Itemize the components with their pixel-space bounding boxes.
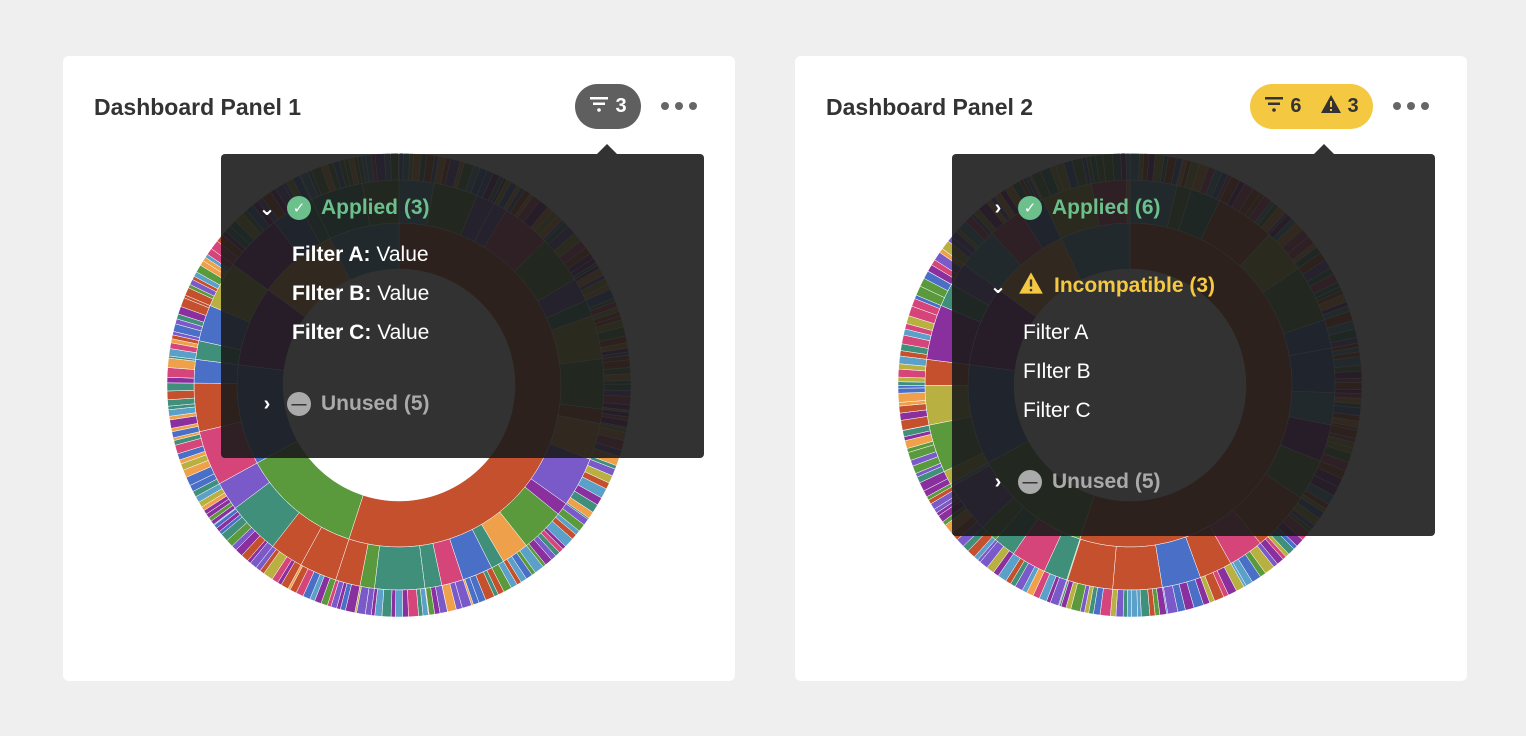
unused-section-toggle[interactable]: › — Unused (5) (257, 389, 430, 419)
warning-count: 3 (1347, 95, 1359, 117)
sunburst-segment[interactable] (166, 390, 195, 401)
sunburst-segment[interactable] (402, 589, 409, 618)
chevron-right-icon: › (994, 470, 1002, 493)
warning-icon (1320, 94, 1342, 120)
filter-icon (1264, 95, 1284, 119)
check-circle-icon: ✓ (1018, 196, 1042, 220)
sunburst-segment[interactable] (407, 588, 419, 618)
filter-warning-badge[interactable]: 6 3 (1250, 84, 1373, 129)
minus-circle-icon: — (287, 392, 311, 416)
filter-tooltip: › ✓ Applied (6) ⌄ Incompatible (3) Filte… (952, 144, 1435, 536)
sunburst-segment[interactable] (1112, 544, 1163, 591)
dashboard-panel-1: Dashboard Panel 1 3 ⌄ ✓ Applied (3) Filt… (63, 56, 735, 681)
sunburst-segment[interactable] (374, 545, 426, 591)
more-options-button[interactable] (1393, 96, 1433, 116)
filter-count: 3 (615, 95, 627, 117)
chevron-down-icon: ⌄ (258, 197, 276, 220)
filter-item: FIlter B: Value (292, 282, 430, 305)
tooltip-arrow (597, 144, 617, 154)
sunburst-segment[interactable] (166, 382, 195, 392)
panel-title: Dashboard Panel 1 (94, 94, 302, 120)
sunburst-segment[interactable] (897, 385, 926, 389)
sunburst-segment[interactable] (897, 387, 926, 394)
chevron-right-icon: › (994, 196, 1002, 219)
applied-section-toggle[interactable]: › ✓ Applied (6) (988, 193, 1161, 223)
filter-icon (589, 95, 609, 119)
filter-badge[interactable]: 3 (575, 84, 641, 129)
filter-count: 6 (1290, 95, 1302, 117)
sunburst-segment[interactable] (395, 589, 403, 618)
sunburst-segment[interactable] (1126, 589, 1132, 618)
filter-item: FIlter B (1023, 360, 1091, 383)
filter-item: Filter A (1023, 321, 1089, 344)
sunburst-segment[interactable] (1130, 589, 1138, 618)
check-circle-icon: ✓ (287, 196, 311, 220)
chevron-down-icon: ⌄ (989, 275, 1007, 298)
filter-tooltip: ⌄ ✓ Applied (3) Filter A: Value FIlter B… (221, 144, 704, 458)
dashboard-panel-2: Dashboard Panel 2 6 3 › ✓ Applied (6) ⌄ … (795, 56, 1467, 681)
incompatible-section-toggle[interactable]: ⌄ Incompatible (3) (988, 271, 1215, 301)
filter-item: Filter A: Value (292, 243, 429, 266)
tooltip-arrow (1314, 144, 1334, 154)
warning-icon (1018, 271, 1044, 301)
sunburst-segment[interactable] (897, 392, 926, 403)
minus-circle-icon: — (1018, 470, 1042, 494)
unused-section-toggle[interactable]: › — Unused (5) (988, 467, 1161, 497)
more-options-button[interactable] (661, 96, 701, 116)
filter-item: Filter C (1023, 399, 1091, 422)
applied-section-toggle[interactable]: ⌄ ✓ Applied (3) (258, 196, 430, 220)
filter-item: Filter C: Value (292, 321, 430, 344)
panel-title: Dashboard Panel 2 (826, 94, 1034, 120)
chevron-right-icon: › (263, 392, 271, 415)
